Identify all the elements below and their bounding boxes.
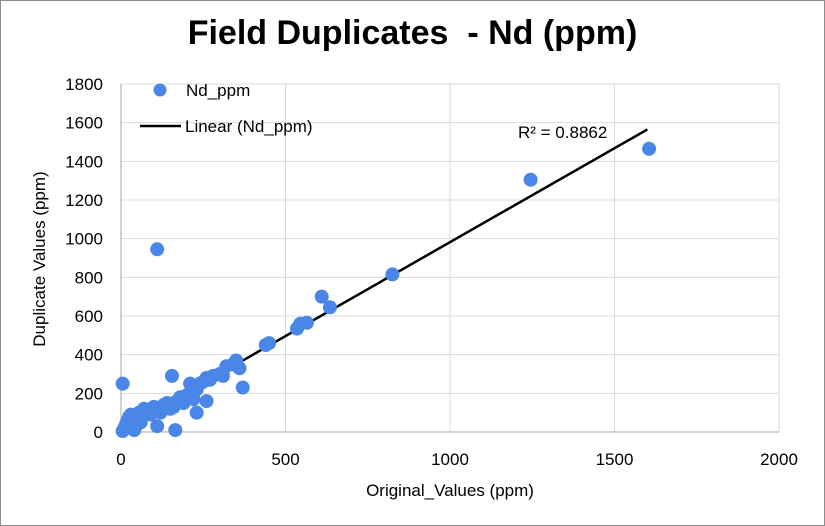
tick-labels: 0 200 400 600 800 1000 1200 1400 1600 1800 0 500 100… xyxy=(65,75,798,469)
y-tick-label: 400 xyxy=(75,346,103,365)
legend-label-nd-ppm: Nd_ppm xyxy=(186,81,250,100)
data-point xyxy=(189,405,204,420)
data-point xyxy=(133,415,148,430)
y-tick-label: 1000 xyxy=(65,230,103,249)
x-tick-label: 1000 xyxy=(431,450,469,469)
x-tick-label: 2000 xyxy=(760,450,798,469)
x-tick-label: 1500 xyxy=(596,450,634,469)
data-point xyxy=(299,315,314,330)
y-tick-label: 1200 xyxy=(65,191,103,210)
x-tick-label: 500 xyxy=(271,450,299,469)
x-axis-title: Original_Values (ppm) xyxy=(366,481,534,500)
points-layer xyxy=(115,141,657,439)
data-point xyxy=(150,419,165,434)
legend-label-linear: Linear (Nd_ppm) xyxy=(185,117,313,136)
data-point xyxy=(385,267,400,282)
axes xyxy=(120,84,779,433)
data-point xyxy=(314,289,329,304)
y-tick-label: 1800 xyxy=(65,75,103,94)
data-point xyxy=(235,380,250,395)
data-point xyxy=(150,242,165,257)
data-point xyxy=(168,423,183,438)
data-point xyxy=(183,376,198,391)
legend-marker-nd-ppm xyxy=(153,83,167,97)
data-point xyxy=(642,141,657,156)
data-point xyxy=(115,376,130,391)
data-point xyxy=(322,300,337,315)
y-tick-label: 1600 xyxy=(65,114,103,133)
data-point xyxy=(262,336,277,351)
gridlines xyxy=(121,83,780,432)
y-tick-label: 0 xyxy=(94,423,103,442)
y-tick-label: 800 xyxy=(75,268,103,287)
legend: Nd_ppm Linear (Nd_ppm) xyxy=(140,81,313,136)
data-point xyxy=(232,361,247,376)
r-squared-annotation: R² = 0.8862 xyxy=(518,123,607,142)
y-axis-title: Duplicate Values (ppm) xyxy=(30,171,49,346)
data-point xyxy=(164,368,179,383)
data-point xyxy=(523,172,538,187)
x-tick-label: 0 xyxy=(116,450,125,469)
chart-title: Field Duplicates - Nd (ppm) xyxy=(187,14,638,52)
data-point xyxy=(199,394,214,409)
y-tick-label: 200 xyxy=(75,384,103,403)
y-tick-label: 1400 xyxy=(65,152,103,171)
y-tick-label: 600 xyxy=(75,307,103,326)
